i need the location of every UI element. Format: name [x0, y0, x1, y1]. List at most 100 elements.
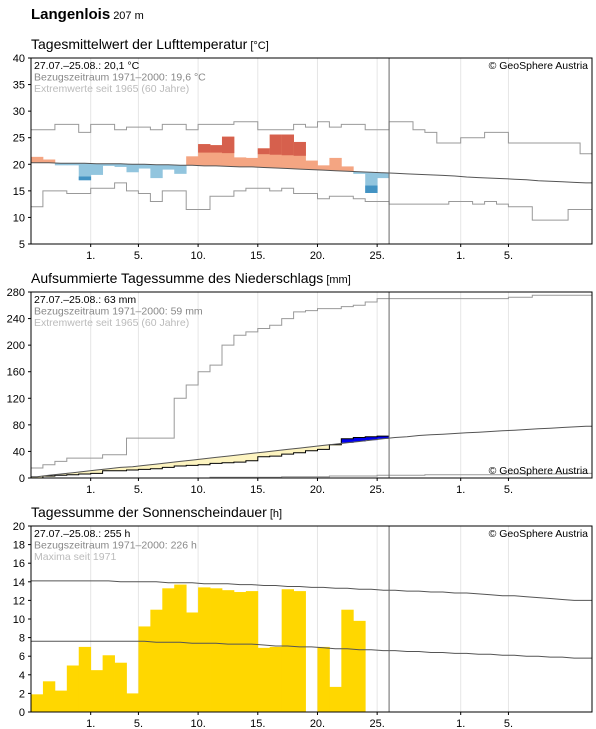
precipitation-bar — [245, 453, 259, 461]
x-tick-label: 1. — [456, 718, 465, 729]
x-tick-label: 1. — [86, 250, 95, 262]
extreme-max-line — [31, 121, 592, 155]
sunshine-unit: [h] — [269, 508, 283, 520]
y-tick-label: 0 — [19, 473, 25, 485]
sunshine-bar — [245, 591, 259, 712]
precipitation-bar — [114, 467, 127, 471]
copyright-label: © GeoSphere Austria — [489, 60, 589, 72]
info-line: 27.07.–25.08.: 255 h — [34, 528, 130, 540]
x-tick-label: 15. — [250, 718, 265, 729]
temperature-bar — [341, 166, 354, 172]
y-tick-label: 35 — [13, 80, 25, 92]
temperature-bar — [329, 157, 342, 171]
precipitation-bar — [210, 457, 223, 464]
y-tick-label: 5 — [19, 239, 25, 251]
temperature-bar-strong — [198, 144, 211, 153]
sunshine-bar — [186, 612, 199, 712]
precipitation-bar — [317, 445, 330, 450]
x-tick-label: 1. — [86, 484, 95, 496]
temperature-bar — [102, 163, 115, 166]
y-tick-label: 25 — [13, 133, 25, 145]
sunshine-bar — [90, 670, 104, 712]
y-tick-label: 15 — [13, 186, 25, 198]
sunshine-bar — [54, 690, 68, 712]
y-tick-label: 16 — [13, 558, 25, 570]
y-tick-label: 20 — [13, 159, 25, 171]
temperature-bar-strong — [281, 134, 294, 156]
temperature-bar — [31, 156, 44, 163]
temperature-bar — [78, 163, 92, 181]
maximum-sunshine-line — [31, 580, 592, 601]
sunshine-bar — [353, 620, 366, 712]
extreme-min-line — [31, 182, 592, 221]
x-tick-label: 10. — [190, 718, 205, 729]
plot-background — [31, 58, 592, 244]
sunshine-bar — [42, 681, 56, 712]
sunshine-bar — [150, 609, 163, 712]
temperature-bar — [150, 164, 163, 179]
extreme-max-line — [31, 294, 592, 469]
y-tick-label: 30 — [13, 106, 25, 118]
temperature-bar — [305, 160, 318, 170]
sunshine-bar — [317, 646, 330, 712]
precipitation-bar — [281, 449, 294, 455]
precipitation-bar — [126, 466, 139, 471]
x-tick-label: 5. — [504, 718, 513, 729]
info-line: Bezugszeitraum 1971–2000: 19,6 °C — [34, 72, 206, 84]
precipitation-bar — [78, 471, 92, 475]
temperature-bar — [114, 163, 127, 167]
sunshine-bar — [257, 647, 271, 712]
y-tick-label: 280 — [7, 287, 25, 299]
y-tick-label: 20 — [13, 521, 25, 533]
precipitation-bar — [353, 437, 366, 442]
precipitation-bar — [198, 458, 211, 465]
sunshine-bar — [210, 588, 223, 712]
temperature-bar-strong — [257, 148, 271, 155]
sunshine-bar — [174, 584, 187, 712]
precipitation-bar — [138, 465, 151, 470]
x-tick-label: 1. — [456, 484, 465, 496]
x-tick-label: 25. — [370, 484, 385, 496]
sunshine-bar — [138, 626, 151, 712]
sunshine-bar — [329, 686, 342, 712]
station-altitude: 207 m — [113, 10, 144, 22]
y-tick-label: 8 — [19, 633, 25, 645]
temperature-bar — [54, 163, 68, 166]
precipitation-bar — [31, 476, 44, 479]
temperature-bar — [90, 163, 104, 175]
y-tick-label: 14 — [13, 577, 25, 589]
temperature-bar-strong — [78, 176, 92, 181]
temperature-bar — [138, 164, 151, 169]
y-tick-label: 120 — [7, 393, 25, 405]
info-line: Bezugszeitraum 1971–2000: 226 h — [34, 540, 197, 552]
x-tick-label: 20. — [310, 718, 325, 729]
precipitation-bar — [102, 468, 115, 471]
temperature-bar — [186, 156, 199, 166]
precipitation-bar — [162, 462, 175, 468]
x-tick-label: 25. — [370, 250, 385, 262]
x-tick-label: 10. — [190, 250, 205, 262]
x-tick-label: 1. — [86, 718, 95, 729]
precipitation-bar — [257, 452, 271, 457]
x-tick-label: 5. — [134, 484, 143, 496]
temperature-bar — [66, 163, 80, 166]
x-tick-label: 15. — [250, 484, 265, 496]
plot-frame — [30, 57, 593, 245]
sunshine-bar — [293, 591, 306, 712]
precipitation-bar — [66, 472, 80, 475]
precipitation-bar — [150, 464, 163, 469]
y-tick-label: 0 — [19, 707, 25, 719]
sunshine-bar — [126, 693, 139, 712]
info-line: Extremwerte seit 1965 (60 Jahre) — [34, 83, 189, 95]
info-line: 27.07.–25.08.: 20,1 °C — [34, 60, 140, 72]
copyright-label: © GeoSphere Austria — [489, 528, 589, 540]
sunshine-bar — [66, 665, 80, 712]
sunshine-bar — [78, 646, 92, 712]
temperature-bar — [245, 157, 259, 167]
x-tick-label: 5. — [504, 484, 513, 496]
y-tick-label: 4 — [19, 670, 25, 682]
temperature-bar — [126, 164, 139, 173]
y-tick-label: 10 — [13, 614, 25, 626]
